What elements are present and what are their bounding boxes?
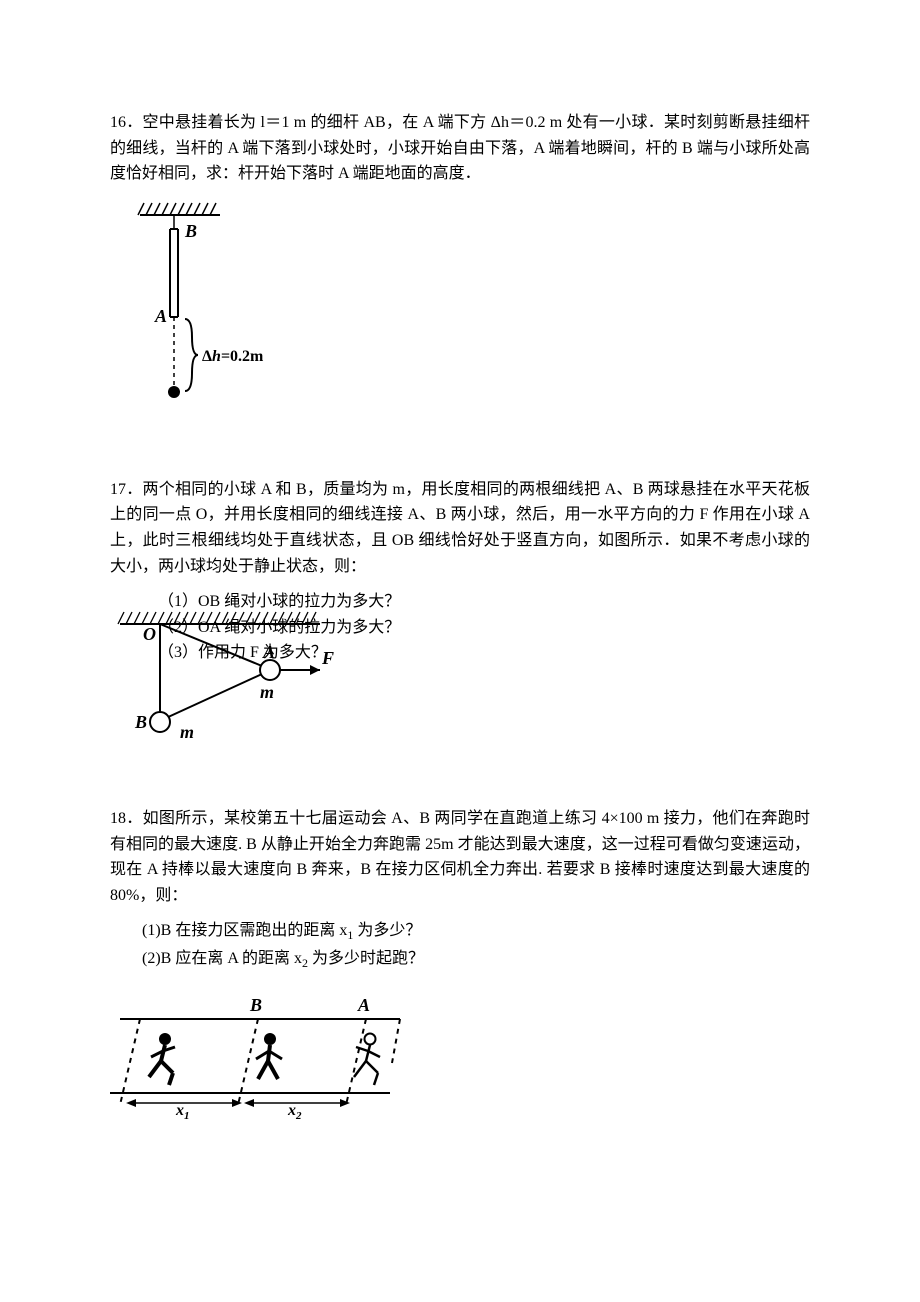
problem-body: 空中悬挂着长为 l＝1 m 的细杆 AB，在 A 端下方 Δh＝0.2 m 处有…	[110, 114, 810, 182]
problem-body: 两个相同的小球 A 和 B，质量均为 m，用长度相同的两根细线把 A、B 两球悬…	[110, 481, 810, 575]
string-AB	[166, 674, 262, 718]
diagram-18-container: B A	[110, 993, 810, 1133]
force-F-arrow	[310, 665, 320, 675]
problem-16: 16．空中悬挂着长为 l＝1 m 的细杆 AB，在 A 端下方 Δh＝0.2 m…	[110, 110, 810, 417]
runner-1	[149, 1033, 175, 1085]
label-A: A	[154, 306, 167, 326]
label-B-top: B	[249, 995, 262, 1015]
x1-arrow-right	[232, 1099, 242, 1107]
ceiling-hatch	[138, 203, 220, 215]
label-B: B	[184, 221, 197, 241]
x1-arrow-left	[126, 1099, 136, 1107]
label-x2: x2	[287, 1102, 302, 1122]
label-dh: Δh=0.2m	[202, 348, 264, 365]
label-A-17: A	[262, 642, 275, 662]
problem-18-q2: (2)B 应在离 A 的距离 x2 为多少时起跑？	[110, 946, 810, 973]
label-A-top: A	[357, 995, 370, 1015]
runner-3	[354, 1034, 380, 1086]
q2-pre: (2)B 应在离 A 的距离 x	[142, 950, 302, 967]
diagram-18: B A	[110, 993, 410, 1133]
label-m-A: m	[260, 682, 274, 702]
ball-B	[150, 712, 170, 732]
label-O: O	[143, 624, 156, 644]
q1-post: 为多少？	[353, 922, 421, 939]
problem-body: 如图所示，某校第五十七届运动会 A、B 两同学在直跑道上练习 4×100 m 接…	[110, 810, 810, 904]
problem-17-text: 17．两个相同的小球 A 和 B，质量均为 m，用长度相同的两根细线把 A、B …	[110, 477, 810, 579]
problem-18-q1: (1)B 在接力区需跑出的距离 x1 为多少？	[110, 918, 810, 945]
problem-number: 16．	[110, 114, 143, 131]
brace	[185, 319, 198, 391]
q2-post: 为多少时起跑？	[308, 950, 424, 967]
dash-4	[392, 1019, 400, 1063]
q1-pre: (1)B 在接力区需跑出的距离 x	[142, 922, 347, 939]
runner-2	[256, 1033, 282, 1079]
ball	[168, 386, 180, 398]
diagram-16: B A Δh=0.2m	[110, 197, 270, 417]
problem-18-text: 18．如图所示，某校第五十七届运动会 A、B 两同学在直跑道上练习 4×100 …	[110, 806, 810, 908]
label-F: F	[321, 648, 334, 668]
x2-arrow-right	[340, 1099, 350, 1107]
problem-16-text: 16．空中悬挂着长为 l＝1 m 的细杆 AB，在 A 端下方 Δh＝0.2 m…	[110, 110, 810, 187]
diagram-16-container: B A Δh=0.2m	[110, 197, 810, 417]
label-m-B: m	[180, 722, 194, 742]
problem-number: 18．	[110, 810, 143, 827]
problem-18: 18．如图所示，某校第五十七届运动会 A、B 两同学在直跑道上练习 4×100 …	[110, 806, 810, 1133]
ball-A	[260, 660, 280, 680]
label-B-17: B	[134, 712, 147, 732]
problem-17: 17．两个相同的小球 A 和 B，质量均为 m，用长度相同的两根细线把 A、B …	[110, 477, 810, 746]
label-x1: x1	[175, 1102, 190, 1122]
problem-number: 17．	[110, 481, 143, 498]
x2-arrow-left	[244, 1099, 254, 1107]
